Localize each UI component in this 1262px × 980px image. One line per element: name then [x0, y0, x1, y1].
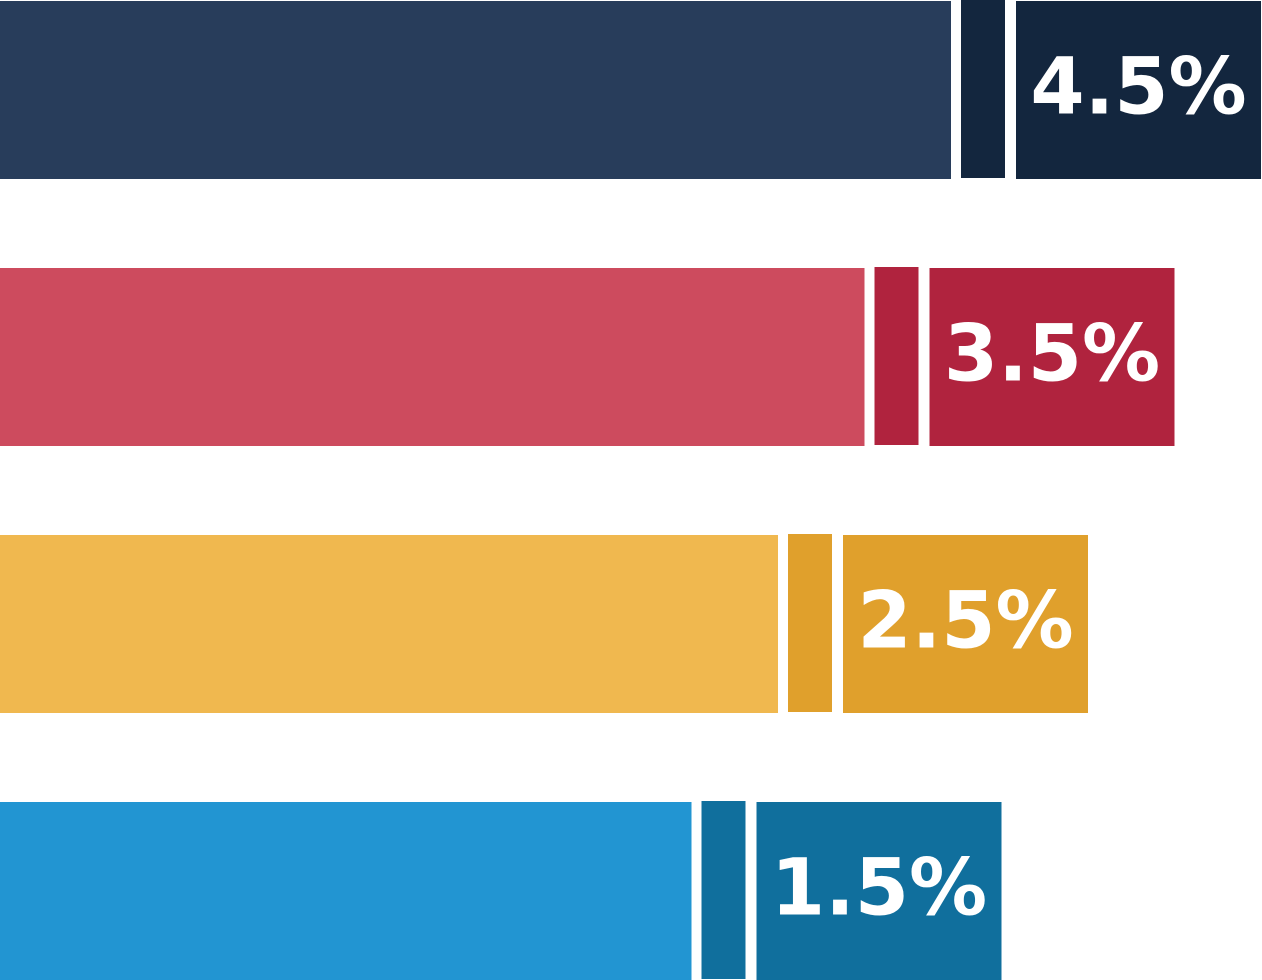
bar-0-value-label: 4.5% [1030, 42, 1246, 132]
bar-2-sliver [788, 534, 832, 712]
bar-2-label-box [843, 535, 1088, 713]
bar-1 [0, 268, 865, 446]
bar-0-label-box [1016, 1, 1261, 179]
bar-2 [0, 535, 778, 713]
bar-2-value-label: 2.5% [857, 576, 1073, 666]
bar-3-label-box [756, 802, 1002, 980]
bar-0 [0, 1, 951, 179]
bar-1-value-label: 3.5% [944, 309, 1160, 399]
bar-3-value-label: 1.5% [771, 843, 987, 933]
bar-0-sliver [961, 0, 1005, 178]
bar-1-sliver [874, 267, 919, 445]
bar-1-label-box [929, 268, 1175, 446]
bar-3-sliver [701, 801, 746, 979]
bar-3 [0, 802, 692, 980]
